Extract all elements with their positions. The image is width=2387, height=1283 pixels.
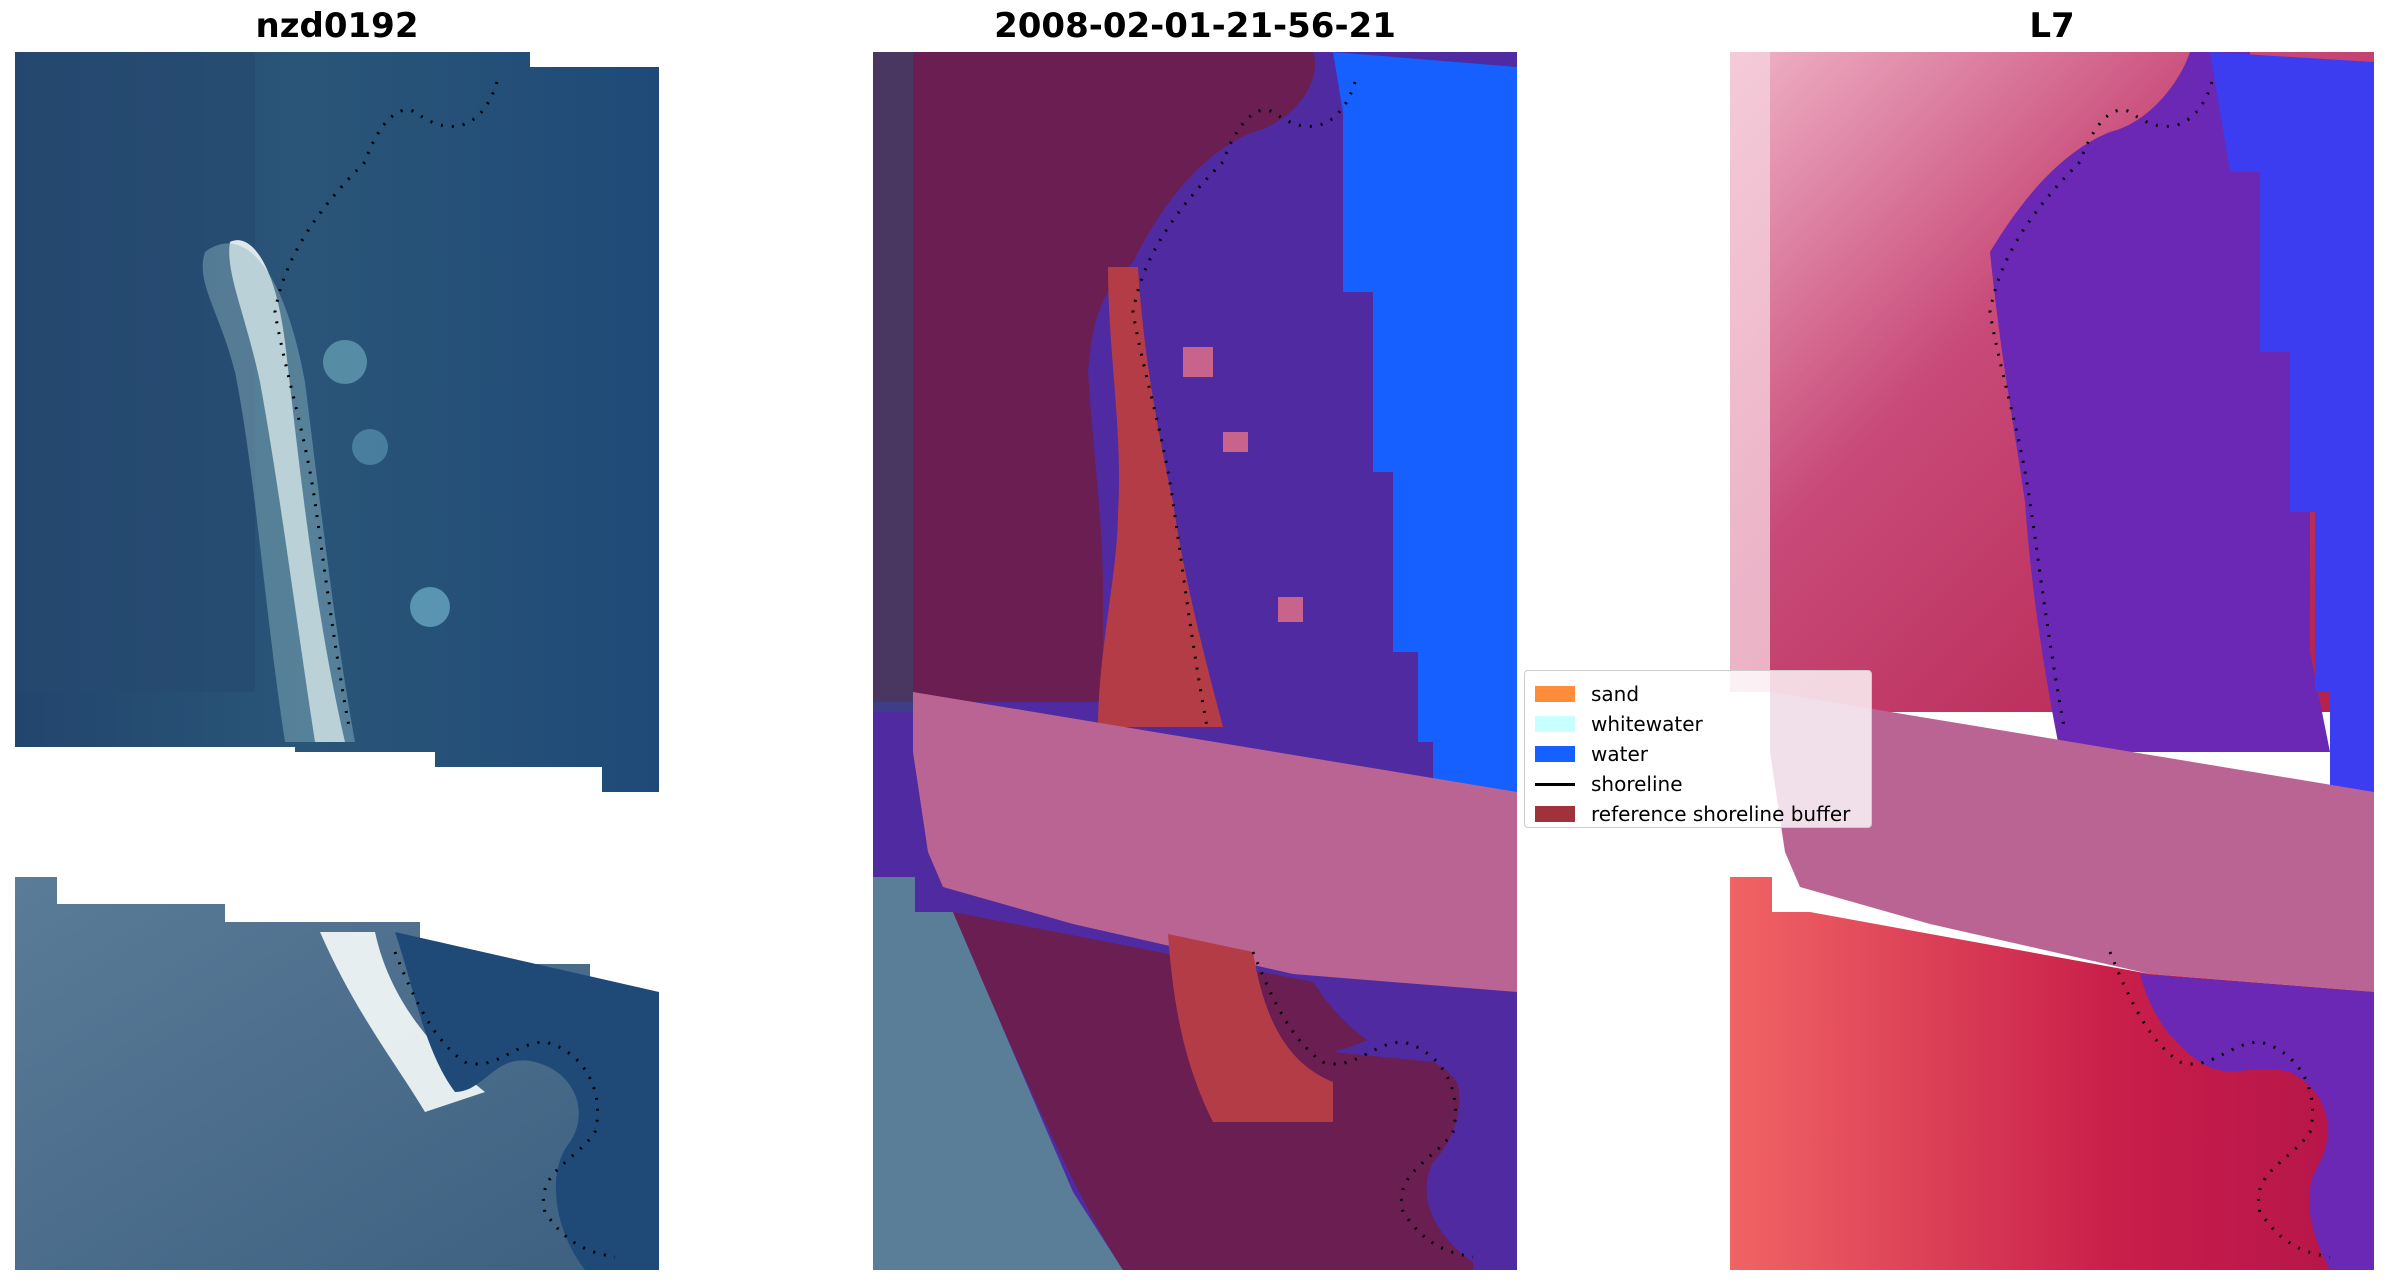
- legend-line-shoreline: [1535, 782, 1575, 786]
- water-area-bottom: [395, 932, 659, 1270]
- legend-item-buffer: reference shoreline buffer: [1535, 799, 1861, 829]
- sand-speck: [1278, 597, 1303, 622]
- beach-strip: [229, 240, 345, 742]
- sand-speck: [1223, 432, 1248, 452]
- legend-swatch-whitewater: [1535, 716, 1575, 732]
- panel-title-index: L7: [2029, 6, 2075, 46]
- legend-swatch-water: [1535, 746, 1575, 762]
- legend-item-shoreline: shoreline: [1535, 769, 1861, 799]
- rgb-satellite-image: [15, 52, 659, 1270]
- water-index-inshore: [1990, 52, 2330, 752]
- panel-title-classification: 2008-02-01-21-56-21: [994, 6, 1396, 46]
- bright-land-edge: [1730, 52, 1770, 712]
- reef-patch: [323, 340, 367, 384]
- sand-class-top: [1098, 267, 1223, 727]
- land-index-bottom: [1730, 877, 2374, 1270]
- classification-image: [873, 52, 1517, 1270]
- legend-item-sand: sand: [1535, 679, 1861, 709]
- legend-label: sand: [1591, 682, 1640, 706]
- reef-patch: [410, 587, 450, 627]
- index-image: [1730, 52, 2374, 1270]
- land-class-top: [873, 52, 1315, 702]
- legend-item-whitewater: whitewater: [1535, 709, 1861, 739]
- ocean-class-bottom: [1333, 1029, 1517, 1270]
- legend-label: water: [1591, 742, 1648, 766]
- nodata-gap: [15, 747, 659, 872]
- beach-glow: [202, 243, 355, 743]
- reference-buffer-band: [913, 692, 1517, 992]
- ocean-open-water: [1333, 52, 1517, 792]
- rgb-underlay-bottom: [873, 877, 1123, 1270]
- reef-patch: [352, 429, 388, 465]
- sand-speck: [1183, 347, 1213, 377]
- legend-item-water: water: [1535, 739, 1861, 769]
- legend-label: whitewater: [1591, 712, 1703, 736]
- inland-dark-area: [15, 52, 255, 692]
- water-index-bottom: [2140, 974, 2374, 1270]
- legend-swatch-buffer: [1535, 806, 1575, 822]
- panel-title-rgb: nzd0192: [255, 6, 419, 46]
- water-index-offshore: [2210, 52, 2374, 792]
- legend-label: reference shoreline buffer: [1591, 802, 1851, 826]
- legend-swatch-sand: [1535, 686, 1575, 702]
- sand-class-bottom: [1168, 934, 1333, 1122]
- rgb-underlay-left: [873, 52, 913, 712]
- legend: sand whitewater water shoreline referenc…: [1524, 670, 1872, 828]
- reference-buffer-band: [1770, 692, 2374, 992]
- legend-label: shoreline: [1591, 772, 1683, 796]
